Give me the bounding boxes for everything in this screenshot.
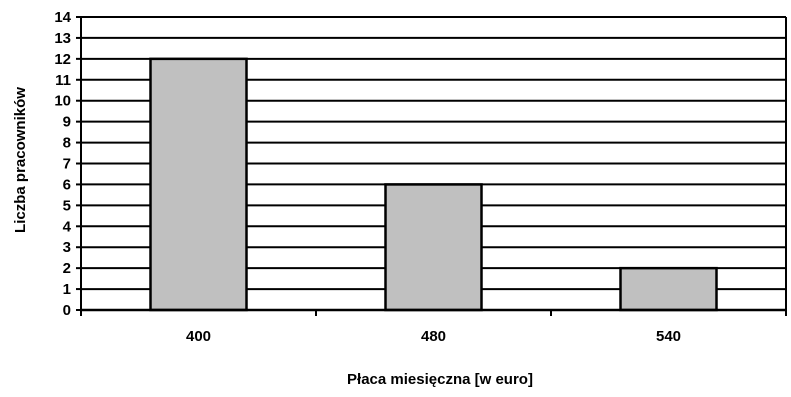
y-axis-title: Liczba pracowników xyxy=(12,87,29,233)
bar xyxy=(619,266,718,312)
axes xyxy=(76,16,787,316)
x-tick-labels: 400 480 540 xyxy=(186,328,681,345)
y-tick-label: 13 xyxy=(54,30,71,47)
x-axis-title: Płaca miesięczna [w euro] xyxy=(347,371,533,388)
y-tick-label: 8 xyxy=(63,135,71,152)
y-tick-label: 14 xyxy=(54,9,71,26)
x-tick-label: 400 xyxy=(186,328,211,345)
y-tick-label: 12 xyxy=(54,51,71,68)
y-tick-label: 1 xyxy=(63,281,71,298)
y-tick-label: 2 xyxy=(63,260,71,277)
y-tick-label: 7 xyxy=(63,156,71,173)
y-tick-label: 5 xyxy=(63,197,71,214)
x-tick-label: 540 xyxy=(656,328,681,345)
y-tick-label: 4 xyxy=(63,218,72,235)
y-tick-label: 0 xyxy=(63,302,71,319)
bar xyxy=(384,183,483,312)
y-tick-label: 6 xyxy=(63,176,71,193)
y-tick-label: 3 xyxy=(63,239,71,256)
y-tick-label: 11 xyxy=(55,72,71,89)
y-tick-label: 10 xyxy=(54,93,71,110)
bars xyxy=(149,57,718,312)
y-tick-label: 9 xyxy=(63,114,71,131)
bar xyxy=(149,57,248,312)
x-tick-label: 480 xyxy=(421,328,446,345)
